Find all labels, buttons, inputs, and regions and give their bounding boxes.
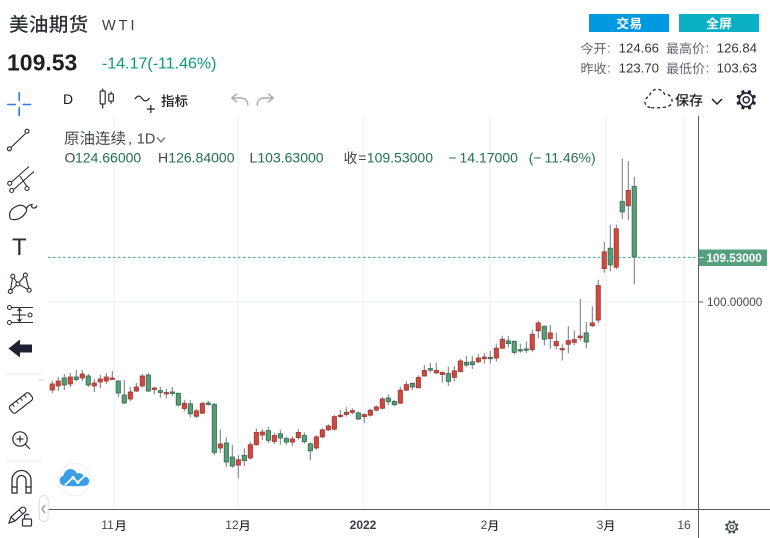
svg-text:14.17000: 14.17000 xyxy=(460,150,519,166)
svg-text:3: 3 xyxy=(597,518,604,532)
svg-text:126.84: 126.84 xyxy=(717,41,757,56)
svg-text:2022: 2022 xyxy=(350,518,377,532)
svg-text:H: H xyxy=(158,150,168,166)
svg-text:−: − xyxy=(449,150,457,166)
svg-text:11.46%): 11.46%) xyxy=(545,150,596,166)
svg-text::: : xyxy=(706,41,710,56)
svg-text:124.66: 124.66 xyxy=(619,41,659,56)
svg-text:=: = xyxy=(358,150,366,166)
svg-text:L: L xyxy=(250,150,258,166)
svg-text:(: ( xyxy=(529,150,534,166)
svg-text:126.84000: 126.84000 xyxy=(168,150,234,166)
svg-text:109.53000: 109.53000 xyxy=(707,252,763,265)
svg-text:,: , xyxy=(128,131,132,147)
svg-text::: : xyxy=(706,61,710,76)
svg-text:16: 16 xyxy=(677,518,691,532)
svg-text:-14.17(-11.46%): -14.17(-11.46%) xyxy=(102,56,216,73)
svg-text:2: 2 xyxy=(481,518,488,532)
svg-text:100.00000: 100.00000 xyxy=(707,296,763,309)
svg-text:T: T xyxy=(12,234,27,261)
svg-text:11: 11 xyxy=(101,518,114,532)
svg-text:12: 12 xyxy=(225,518,239,532)
svg-text:WTI: WTI xyxy=(102,18,138,34)
svg-text:103.63: 103.63 xyxy=(717,61,757,76)
svg-text:109.53: 109.53 xyxy=(7,50,77,76)
svg-text:103.63000: 103.63000 xyxy=(257,150,323,166)
svg-text::: : xyxy=(607,41,611,56)
svg-text:−: − xyxy=(533,150,541,166)
svg-text:O: O xyxy=(65,150,76,166)
svg-text:124.66000: 124.66000 xyxy=(75,150,141,166)
svg-text::: : xyxy=(607,61,611,76)
svg-text:1D: 1D xyxy=(137,131,156,147)
svg-text:109.53000: 109.53000 xyxy=(367,150,433,166)
svg-text:123.70: 123.70 xyxy=(619,61,659,76)
